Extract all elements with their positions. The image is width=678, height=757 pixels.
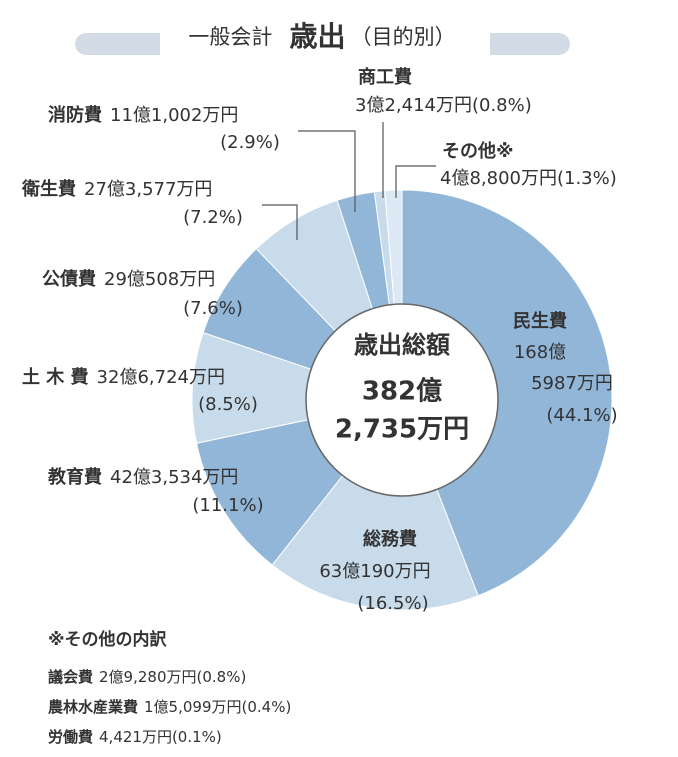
amount: 4億8,800万円 (440, 168, 557, 189)
value-label: (7.2%) (183, 207, 243, 228)
value-label: (44.1%) (546, 405, 617, 426)
slice-label: 公債費 29億508万円 (42, 268, 215, 290)
amount: 27億3,577万円 (84, 179, 212, 200)
labels: 民生費 168億 5987万円 (44.1%) 総務費 63億190万円 (16.5%) 教育… (21, 66, 618, 614)
footnote-name: 労働費 (48, 728, 93, 746)
footnote-amount: 4,421万円(0.1%) (99, 728, 222, 746)
footnote-name: 農林水産業費 (48, 698, 138, 716)
title-bg (160, 22, 490, 66)
amount: 11億1,002万円 (110, 105, 238, 126)
title-suffix: （目的別） (351, 25, 456, 49)
amount: 5987万円 (531, 373, 613, 394)
amount: 32億6,724万円 (97, 367, 225, 388)
category-name: 衛生費 (21, 178, 76, 200)
amount: 42億3,534万円 (110, 467, 238, 488)
leader-line (395, 165, 436, 198)
slice-label: 教育費 42億3,534万円 (48, 466, 238, 488)
footnote-item: 労働費 4,421万円(0.1%) (48, 728, 222, 746)
title-prefix: 一般会計 (188, 25, 272, 49)
value-label: (8.5%) (198, 394, 258, 415)
center-circle (305, 303, 499, 497)
footnote-item: 議会費 2億9,280万円(0.8%) (48, 668, 246, 686)
title-main: 歳出 (289, 20, 345, 53)
category-name: 教育費 (48, 466, 102, 488)
value-label: (0.8%) (472, 95, 532, 116)
footnote-item: 農林水産業費 1億5,099万円(0.4%) (48, 698, 291, 716)
amount: 168億 (514, 342, 566, 363)
slice-label: 衛生費 27億3,577万円 (21, 178, 212, 200)
amount: 3億2,414万円 (355, 95, 472, 116)
value-label: (1.3%) (557, 168, 617, 189)
category-name: 総務費 (363, 528, 417, 550)
slice-label: 土 木 費 32億6,724万円 (22, 366, 225, 388)
amount: 3億2,414万円(0.8%) (355, 95, 532, 116)
amount: 4億8,800万円(1.3%) (440, 168, 617, 189)
footnote-amount: 2億9,280万円(0.8%) (99, 668, 246, 686)
value-label: (7.6%) (183, 298, 243, 319)
category-name: 民生費 (513, 310, 567, 332)
value-label: (2.9%) (220, 132, 280, 153)
amount: 63億190万円 (319, 561, 430, 582)
category-name: 商工費 (358, 66, 412, 88)
center-value: 382億 (362, 377, 442, 407)
footnote-title: ※その他の内訳 (48, 629, 168, 650)
center-label: 歳出総額 (354, 331, 450, 359)
value-label: (16.5%) (357, 593, 428, 614)
amount: 63億190万円 (319, 561, 430, 582)
value-label: (11.1%) (192, 495, 263, 516)
amount: 168億 (514, 342, 566, 363)
chart-title: 一般会計 歳出 （目的別） (188, 20, 455, 53)
category-name: 公債費 (42, 268, 96, 290)
center-value: 2,735万円 (335, 415, 469, 445)
footnote: 議会費 2億9,280万円(0.8%) 農林水産業費 1億5,099万円(0.4%) 労… (48, 668, 291, 746)
donut (191, 189, 613, 611)
footnote-name: 議会費 (48, 668, 93, 686)
slice-label: 消防費 11億1,002万円 (48, 104, 238, 126)
category-name: 土 木 費 (22, 366, 89, 388)
leader-line (298, 130, 356, 212)
leaders (262, 122, 436, 240)
category-name: 消防費 (48, 104, 102, 126)
amount: 5987万円 (531, 373, 613, 394)
footnote-amount: 1億5,099万円(0.4%) (144, 698, 291, 716)
leader-line (262, 204, 298, 240)
category-name: その他※ (442, 140, 514, 162)
amount: 29億508万円 (104, 269, 215, 290)
